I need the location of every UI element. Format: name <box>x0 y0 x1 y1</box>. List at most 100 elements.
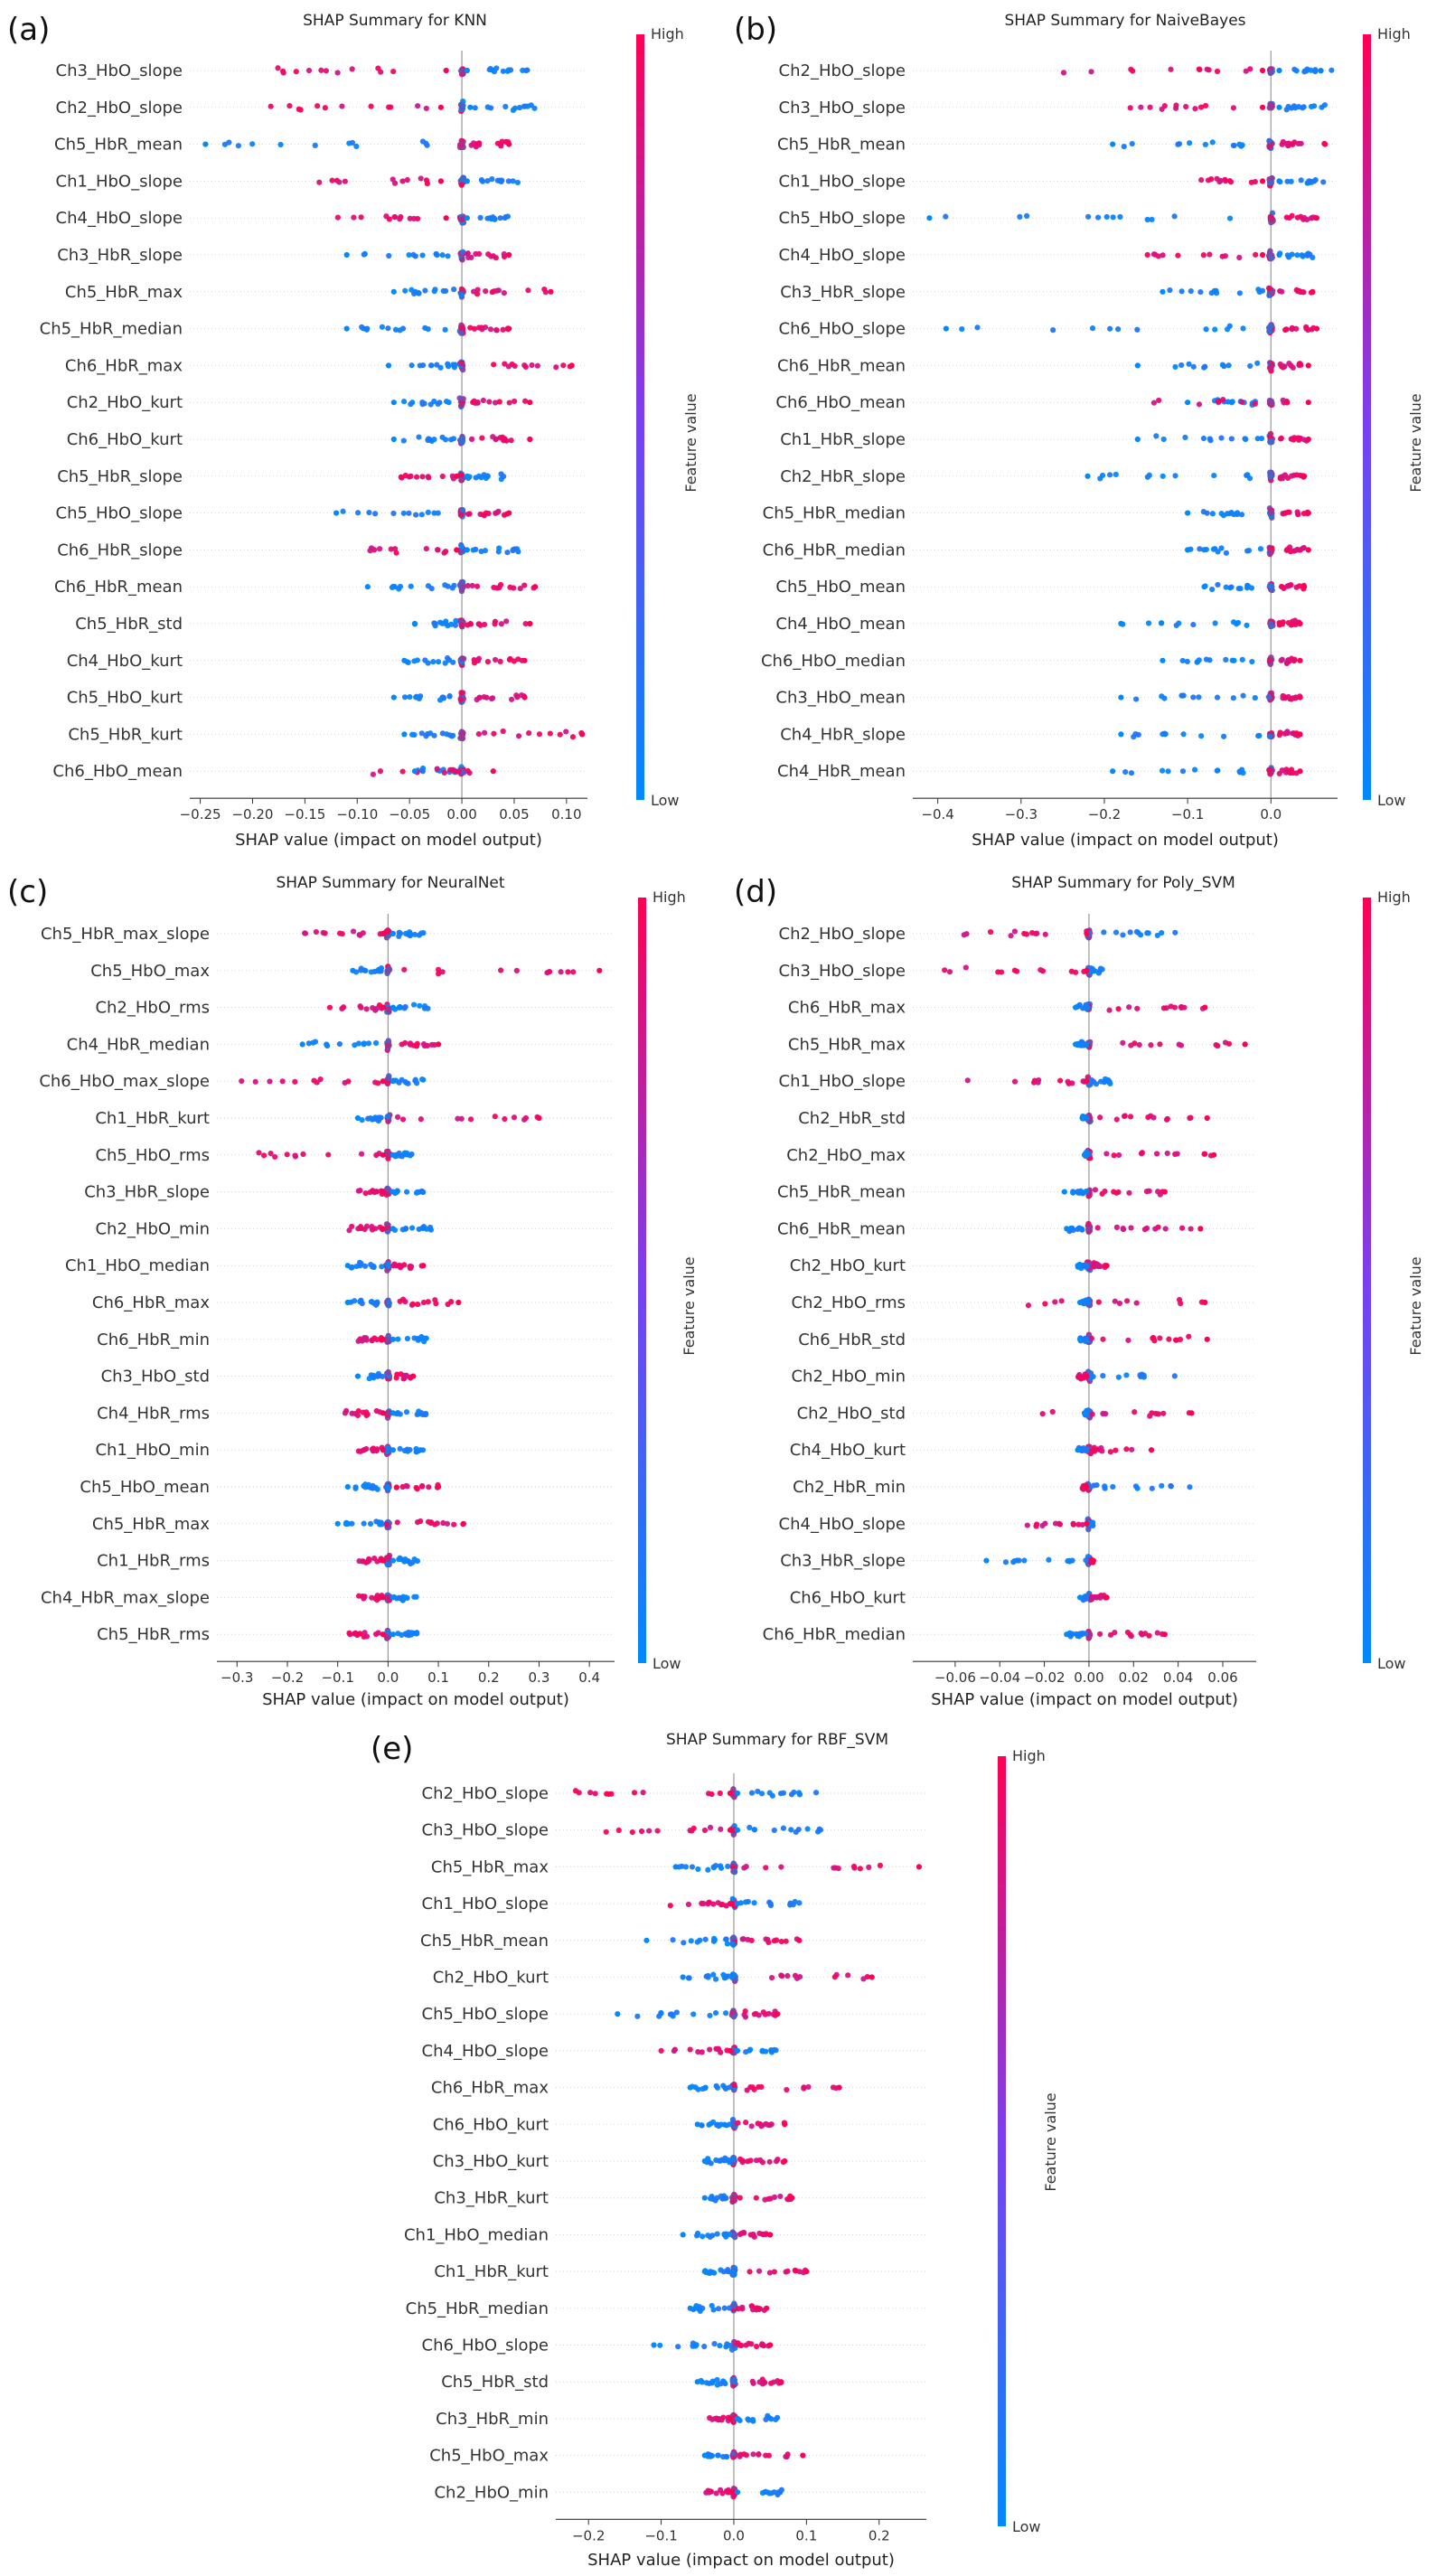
shap-point <box>352 1631 358 1637</box>
shap-point <box>1194 659 1201 665</box>
shap-point <box>292 1153 299 1160</box>
shap-point <box>496 545 502 551</box>
shap-point <box>439 969 446 975</box>
shap-point <box>492 400 499 406</box>
shap-point <box>268 103 274 109</box>
feature-label: Ch5_HbR_max <box>431 1857 549 1876</box>
feature-label: Ch5_HbR_std <box>441 2373 549 2392</box>
shap-point <box>323 68 329 74</box>
shap-point <box>372 1039 380 1047</box>
feature-label: Ch5_HbO_mean <box>80 1478 210 1497</box>
shap-point <box>446 732 453 738</box>
shap-point <box>1118 694 1124 700</box>
shap-point <box>1167 287 1173 294</box>
shap-point <box>1259 67 1266 74</box>
shap-point <box>445 253 451 259</box>
shap-point <box>414 1631 420 1637</box>
shap-point <box>481 694 487 700</box>
shap-point <box>1085 1220 1092 1227</box>
shap-point <box>365 1040 372 1047</box>
shap-point <box>413 512 419 518</box>
shap-point <box>521 582 528 588</box>
shap-point <box>773 2416 779 2423</box>
shap-point <box>1305 510 1311 516</box>
shap-point <box>1075 1632 1081 1640</box>
shap-point <box>408 731 416 738</box>
shap-point <box>457 696 464 702</box>
x-tick-label: 0.1 <box>427 1669 449 1686</box>
shap-point <box>1042 1301 1048 1307</box>
shap-point <box>866 1864 872 1870</box>
shap-point <box>400 437 407 444</box>
shap-point <box>380 930 386 937</box>
shap-point <box>1168 1003 1174 1010</box>
shap-point <box>534 362 540 369</box>
colorbar-title: Feature value <box>1407 1256 1424 1355</box>
feature-label: Ch4_HbO_slope <box>422 2042 549 2061</box>
shap-point <box>1141 1227 1148 1233</box>
shap-point <box>687 2084 693 2091</box>
shap-point <box>458 292 465 298</box>
colorbar-title: Feature value <box>1042 2092 1059 2191</box>
shap-point <box>1226 177 1233 184</box>
shap-point <box>485 251 492 258</box>
feature-label: Ch6_HbO_kurt <box>67 430 183 449</box>
shap-point <box>402 1039 408 1046</box>
shap-point <box>743 2120 749 2126</box>
shap-point <box>390 436 397 443</box>
shap-point <box>1294 252 1300 259</box>
shap-point <box>718 1826 724 1832</box>
shap-point <box>522 398 529 404</box>
shap-point <box>1239 656 1245 663</box>
feature-label: Ch5_HbO_kurt <box>67 689 183 708</box>
shap-point <box>1160 252 1166 259</box>
shap-point <box>505 67 512 73</box>
shap-point <box>729 2378 736 2384</box>
shap-point <box>435 1041 442 1048</box>
shap-point <box>354 1114 362 1122</box>
shap-point <box>504 550 511 556</box>
shap-point <box>721 2305 728 2311</box>
shap-point <box>710 1971 717 1978</box>
shap-point <box>712 1976 719 1982</box>
shap-point <box>383 1521 390 1528</box>
feature-label: Ch3_HbO_kurt <box>433 2152 549 2171</box>
shap-point <box>1209 511 1216 517</box>
shap-point <box>1131 1409 1138 1415</box>
shap-point <box>1075 1447 1081 1453</box>
shap-point <box>470 399 476 406</box>
colorbar <box>1363 898 1371 1663</box>
shap-point <box>782 2158 788 2165</box>
feature-label: Ch1_HbR_kurt <box>95 1109 210 1128</box>
shap-point <box>267 1078 273 1085</box>
shap-point <box>490 253 496 259</box>
shap-point <box>522 363 529 371</box>
shap-point <box>548 288 554 295</box>
shap-point <box>747 2046 754 2053</box>
shap-point <box>748 2123 755 2129</box>
shap-point <box>1223 550 1229 556</box>
shap-point <box>1127 1114 1134 1120</box>
shap-point <box>368 545 375 551</box>
shap-point <box>1179 657 1186 664</box>
shap-point <box>390 1152 397 1158</box>
shap-point <box>1297 694 1303 700</box>
shap-point <box>385 1118 391 1124</box>
shap-point <box>459 655 465 662</box>
shap-point <box>468 142 474 148</box>
shap-point <box>415 215 421 222</box>
shap-point <box>427 437 433 443</box>
shap-point <box>425 509 431 515</box>
x-tick-label: 0.04 <box>1163 1669 1193 1686</box>
shap-point <box>1282 694 1289 700</box>
shap-point <box>756 2268 763 2274</box>
feature-label: Ch5_HbR_max <box>65 283 183 302</box>
shap-point <box>416 1226 422 1233</box>
shap-point <box>706 2380 712 2387</box>
feature-label: Ch6_HbR_std <box>798 1330 906 1349</box>
shap-point <box>1295 512 1301 518</box>
shap-point <box>730 2008 737 2016</box>
shap-point <box>496 584 502 591</box>
shap-point <box>755 1788 761 1795</box>
feature-label: Ch6_HbR_max <box>431 2079 549 2098</box>
